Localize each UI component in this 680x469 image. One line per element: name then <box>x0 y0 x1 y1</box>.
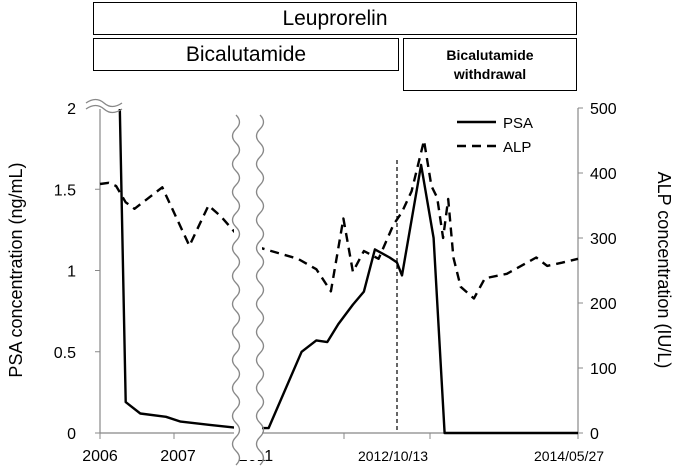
y-left-tick-label-1: 0.5 <box>54 345 76 362</box>
bicalutamide-bar: Bicalutamide <box>93 38 399 71</box>
x-tick-label-0: 2006 <box>82 448 118 465</box>
axis-break-wave-right <box>255 114 265 466</box>
leuprorelin-label: Leuprorelin <box>282 6 388 30</box>
axis-break-mask <box>234 115 262 460</box>
y-left-tick-label-3: 1.5 <box>54 182 76 199</box>
y-right-tick-label-2: 200 <box>590 296 617 313</box>
y-left-tick-label-0: 0 <box>67 426 76 443</box>
axis-break-wave-left <box>231 114 241 466</box>
y-right-tick-label-5: 500 <box>590 101 617 118</box>
series-line-psa <box>118 107 578 435</box>
leuprorelin-bar: Leuprorelin <box>93 2 577 35</box>
bicalutamide-label: Bicalutamide <box>185 42 307 66</box>
y-right-tick-label-3: 300 <box>590 231 617 248</box>
y-left-tick-label-2: 1 <box>67 264 76 281</box>
legend-label-psa: PSA <box>503 115 533 132</box>
withdrawal-label-line1: Bicalutamide <box>446 46 534 63</box>
x-tick-label-1: 2007 <box>160 448 196 465</box>
y-right-axis-title: ALP concentration (IU/L) <box>654 172 674 369</box>
y-right-tick-label-0: 0 <box>590 426 599 443</box>
legend-label-alp: ALP <box>503 139 531 156</box>
x-tick-label-4: 2014/05/27 <box>534 448 604 464</box>
series-line-alp <box>99 139 579 300</box>
y-right-tick-label-4: 400 <box>590 166 617 183</box>
y-break-wave-bottom <box>85 104 123 114</box>
x-tick-label-3: 2012/10/13 <box>358 448 428 464</box>
bicalutamide-withdrawal-bar: Bicalutamide withdrawal <box>403 38 577 91</box>
y-right-tick-label-1: 100 <box>590 361 617 378</box>
y-left-tick-label-4: 2 <box>67 101 76 118</box>
plot-area: 00.511.520100200300400500200620072011201… <box>6 98 674 466</box>
withdrawal-label-line2: withdrawal <box>453 65 527 82</box>
y-break-wave-top <box>85 98 123 108</box>
y-left-axis-title: PSA concentration (ng/mL) <box>6 162 26 377</box>
